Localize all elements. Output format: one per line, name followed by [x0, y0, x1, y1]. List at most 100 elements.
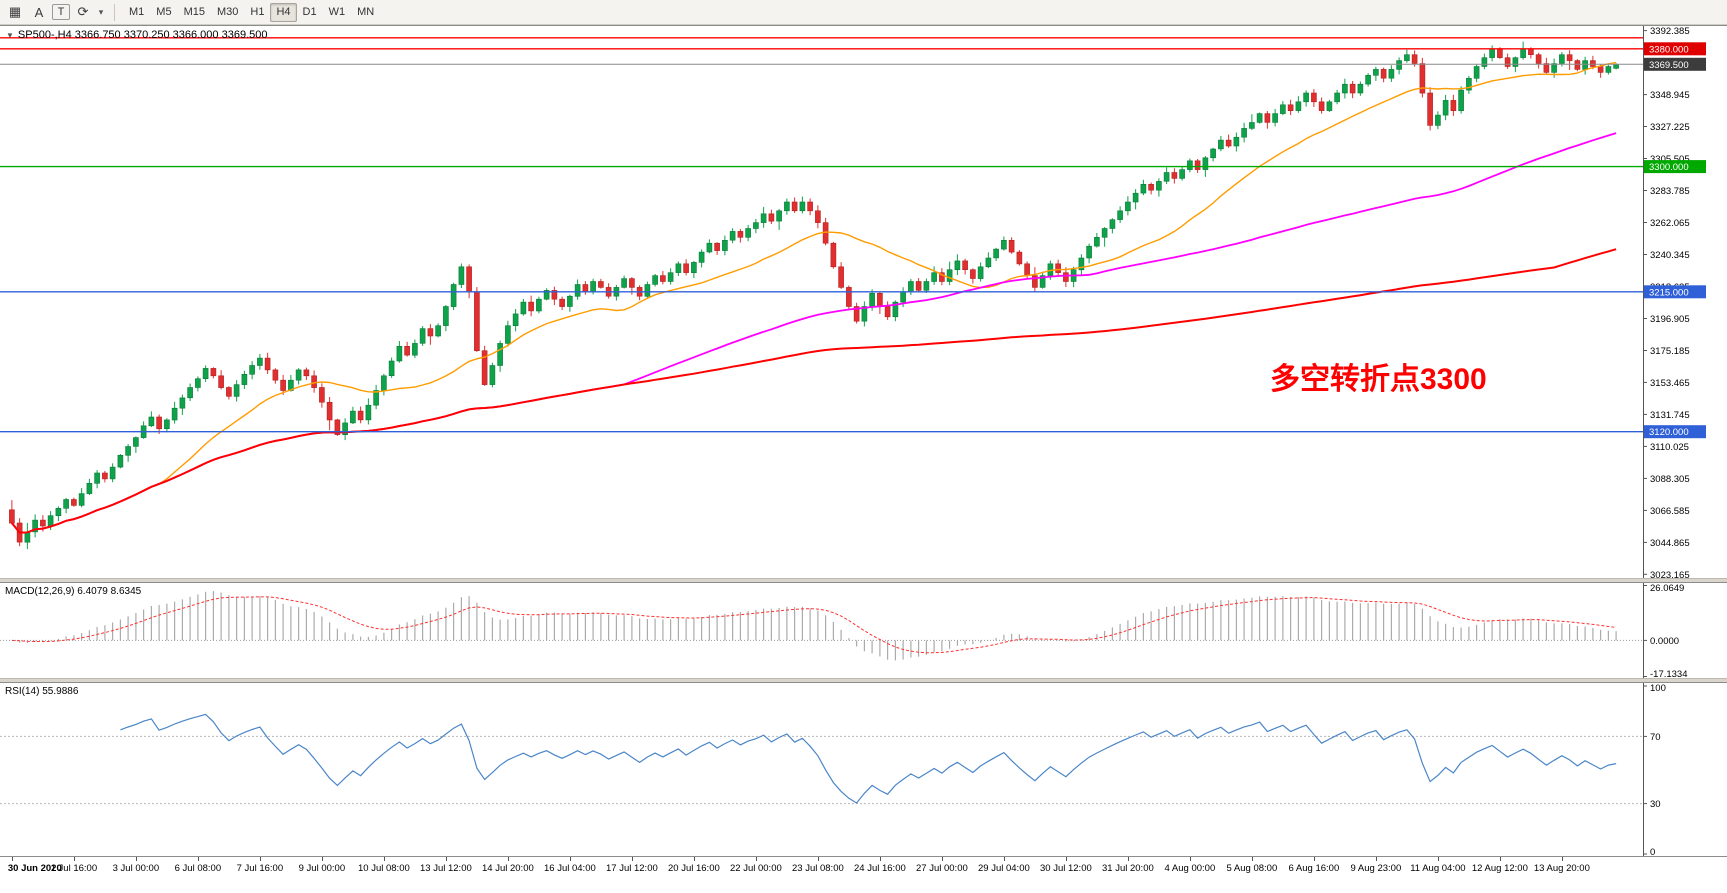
templates-button[interactable]: T — [52, 4, 70, 20]
price-badge-3300.000 — [1644, 160, 1706, 174]
rsi-label: RSI(14) 55.9886 — [5, 686, 79, 697]
time-tick — [1437, 857, 1439, 861]
timeframe-toolbar: M1 M5 M15 M30 H1 H4 D1 W1 MN — [123, 2, 380, 22]
time-label: 12 Aug 12:00 — [1471, 863, 1528, 874]
refresh-icon[interactable]: ⟳ — [77, 4, 89, 19]
time-label: 13 Aug 20:00 — [1533, 863, 1590, 874]
price-badge-3369.500 — [1644, 57, 1706, 71]
time-label: 30 Jul 12:00 — [1039, 863, 1092, 874]
timeframe-button-m5[interactable]: M5 — [156, 6, 172, 18]
svg-text:3023.165: 3023.165 — [1650, 570, 1690, 578]
time-tick — [259, 857, 261, 861]
time-label: 6 Jul 08:00 — [174, 863, 222, 874]
time-tick — [1189, 857, 1191, 861]
time-tick — [631, 857, 633, 861]
svg-text:3066.585: 3066.585 — [1650, 506, 1690, 517]
time-label: 20 Jul 16:00 — [667, 863, 720, 874]
panel-splitter[interactable] — [0, 578, 1727, 582]
time-label: 29 Jul 04:00 — [977, 863, 1030, 874]
svg-text:-17.1334: -17.1334 — [1650, 669, 1688, 678]
toolbar-separator — [114, 3, 115, 21]
auto-scroll-button[interactable]: A — [34, 4, 44, 20]
svg-text:3348.945: 3348.945 — [1650, 90, 1690, 101]
time-tick — [693, 857, 695, 861]
time-tick — [321, 857, 323, 861]
svg-text:3283.785: 3283.785 — [1650, 186, 1690, 197]
time-label: 30 Jun 2020 — [7, 863, 62, 874]
macd-label: MACD(12,26,9) 6.4079 8.6345 — [5, 586, 142, 597]
timeframe-button-m15[interactable]: M15 — [183, 6, 205, 18]
collapse-indicator-icon[interactable]: ▼ — [6, 30, 14, 40]
macd-canvas[interactable]: 26.0649 0.0000 -17.1334 — [0, 583, 1727, 678]
timeframe-button-mn[interactable]: MN — [357, 6, 375, 18]
fast-ma-line — [11, 61, 1617, 534]
time-tick — [1127, 857, 1129, 861]
svg-text:3380.000: 3380.000 — [1649, 44, 1689, 55]
time-tick — [879, 857, 881, 861]
time-label: 4 Aug 00:00 — [1164, 863, 1216, 874]
time-label: 27 Jul 00:00 — [915, 863, 968, 874]
svg-text:3153.465: 3153.465 — [1650, 378, 1690, 389]
svg-text:3240.345: 3240.345 — [1650, 250, 1690, 261]
macd-panel[interactable]: 26.0649 0.0000 -17.1334 MACD(12,26,9) 6.40… — [0, 582, 1727, 678]
chart-title: ▼ SP500-,H4 3366.750 3370.250 3366.000 3… — [6, 29, 267, 41]
time-label: 24 Jul 16:00 — [853, 863, 906, 874]
timeframe-button-m1[interactable]: M1 — [129, 6, 145, 18]
svg-text:3327.225: 3327.225 — [1650, 122, 1690, 133]
svg-text:3392.385: 3392.385 — [1650, 26, 1690, 37]
toolbar-left-group: ▦ A T ⟳ ▾ — [4, 2, 106, 22]
price-chart-panel[interactable]: 3392.3853370.6653348.9453327.2253305.505… — [0, 25, 1727, 578]
time-tick — [1499, 857, 1501, 861]
svg-text:26.0649: 26.0649 — [1650, 583, 1684, 594]
svg-text:3175.185: 3175.185 — [1650, 346, 1690, 357]
time-label: 23 Jul 08:00 — [791, 863, 844, 874]
time-tick — [135, 857, 137, 861]
time-tick — [569, 857, 571, 861]
rsi-canvas[interactable]: 100 70 30 0 — [0, 683, 1727, 856]
svg-text:100: 100 — [1650, 683, 1666, 694]
time-label: 9 Aug 23:00 — [1350, 863, 1402, 874]
price-badge-3120.000 — [1644, 425, 1706, 439]
time-label: 14 Jul 20:00 — [481, 863, 534, 874]
price-chart-canvas[interactable]: 3392.3853370.6653348.9453327.2253305.505… — [0, 26, 1727, 578]
svg-text:3369.500: 3369.500 — [1649, 60, 1689, 71]
price-badge-3215.000 — [1644, 285, 1706, 299]
svg-text:30: 30 — [1650, 799, 1661, 810]
timeframe-button-m30[interactable]: M30 — [216, 6, 239, 18]
time-tick — [445, 857, 447, 861]
time-tick — [755, 857, 757, 861]
time-label: 6 Aug 16:00 — [1288, 863, 1340, 874]
time-label: 13 Jul 12:00 — [419, 863, 472, 874]
time-label: 16 Jul 04:00 — [543, 863, 596, 874]
time-tick — [11, 857, 13, 861]
macd-histogram — [19, 591, 1617, 661]
medium-ma-line — [11, 132, 1617, 534]
svg-text:70: 70 — [1650, 732, 1661, 743]
refresh-dropdown-caret-icon[interactable]: ▾ — [98, 6, 104, 17]
svg-text:3088.305: 3088.305 — [1650, 474, 1690, 485]
time-label: 9 Jul 00:00 — [298, 863, 346, 874]
time-label: 17 Jul 12:00 — [605, 863, 658, 874]
time-label: 31 Jul 20:00 — [1101, 863, 1154, 874]
rsi-panel[interactable]: 100 70 30 0 RSI(14) 55.9886 — [0, 682, 1727, 856]
time-label: 22 Jul 00:00 — [729, 863, 782, 874]
time-axis[interactable]: 30 Jun 2020 1 Jul 16:00 3 Jul 00:00 6 Jul 0… — [0, 856, 1727, 878]
timeframe-button-h4[interactable]: H4 — [270, 2, 297, 22]
time-label: 7 Jul 16:00 — [236, 863, 284, 874]
svg-text:3215.000: 3215.000 — [1649, 287, 1689, 298]
svg-text:3110.025: 3110.025 — [1650, 442, 1689, 453]
timeframe-button-h1[interactable]: H1 — [250, 6, 265, 18]
time-label: 11 Aug 04:00 — [1410, 863, 1466, 874]
symbol-ohlc-label: SP500-,H4 3366.750 3370.250 3366.000 336… — [17, 29, 268, 41]
svg-text:3131.745: 3131.745 — [1650, 410, 1690, 421]
svg-text:3300.000: 3300.000 — [1649, 162, 1689, 173]
toolbar: ▦ A T ⟳ ▾ M1 M5 M15 M30 H1 H4 D1 W1 MN — [0, 0, 1727, 25]
panel-splitter[interactable] — [0, 678, 1727, 682]
svg-text:3120.000: 3120.000 — [1649, 427, 1689, 438]
time-tick — [197, 857, 199, 861]
candles — [9, 41, 1619, 550]
new-chart-icon[interactable]: ▦ — [8, 4, 22, 19]
time-tick — [1003, 857, 1005, 861]
timeframe-button-w1[interactable]: W1 — [328, 6, 346, 18]
timeframe-button-d1[interactable]: D1 — [302, 6, 317, 18]
